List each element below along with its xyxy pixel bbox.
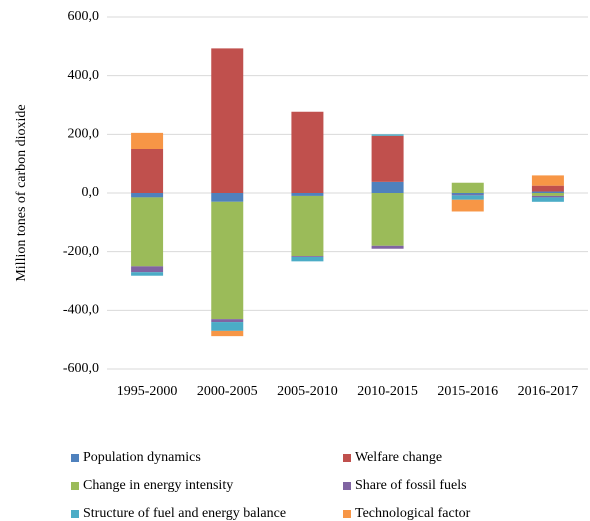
bar-segment <box>211 330 244 337</box>
legend-swatch <box>71 510 79 518</box>
bar-segment <box>371 193 404 246</box>
y-tick-label: -600,0 <box>63 361 99 376</box>
bar-segment <box>291 195 324 257</box>
bar-segment <box>451 194 484 196</box>
legend-label: Change in energy intensity <box>83 478 233 493</box>
y-axis-label: Million tones of carbon dioxide <box>14 104 29 281</box>
bar-segment <box>291 256 324 257</box>
bar-segment <box>451 199 484 212</box>
bar-segment <box>211 322 244 331</box>
y-tick-label: 400,0 <box>68 68 100 83</box>
bar-segment <box>131 149 164 193</box>
bar-segment <box>211 193 244 202</box>
legend-swatch <box>71 454 79 462</box>
x-tick-label: 1995-2000 <box>117 384 178 399</box>
y-tick-label: 200,0 <box>68 127 100 142</box>
legend-label: Share of fossil fuels <box>355 478 467 493</box>
y-tick-label: 0,0 <box>82 185 100 200</box>
bar-segment <box>531 191 564 193</box>
bar-segment <box>371 134 404 136</box>
x-tick-label: 2016-2017 <box>518 384 579 399</box>
bar-segment <box>531 175 564 186</box>
bar-segment <box>131 272 164 276</box>
legend-label: Technological factor <box>355 506 471 521</box>
bar-segment <box>531 185 564 192</box>
bar-segment <box>131 193 164 198</box>
bar-segment <box>211 201 244 320</box>
x-tick-label: 2005-2010 <box>277 384 338 399</box>
bar-segment <box>211 48 244 194</box>
bar-segment <box>371 181 404 193</box>
x-tick-label: 2000-2005 <box>197 384 258 399</box>
bar-segment <box>371 245 404 249</box>
legend-swatch <box>343 510 351 518</box>
bar-segment <box>291 256 324 262</box>
bar-segment <box>131 266 164 273</box>
y-tick-label: 600,0 <box>68 9 100 24</box>
legend-label: Structure of fuel and energy balance <box>83 506 286 521</box>
bar-segment <box>531 197 564 202</box>
bar-segment <box>451 195 484 200</box>
legend-label: Welfare change <box>355 450 442 465</box>
legend-swatch <box>71 482 79 490</box>
bar-segment <box>131 197 164 267</box>
bar-segment <box>531 195 564 198</box>
bar-segment <box>131 132 164 149</box>
bar-segment <box>451 193 484 195</box>
x-tick-label: 2010-2015 <box>357 384 418 399</box>
bar-segment <box>531 193 564 196</box>
y-tick-label: -200,0 <box>63 244 99 259</box>
bar-segment <box>371 135 404 182</box>
legend-swatch <box>343 482 351 490</box>
x-tick-label: 2015-2016 <box>437 384 498 399</box>
bar-segment <box>291 111 324 193</box>
bar-segment <box>451 182 484 193</box>
bar-segment <box>211 319 244 323</box>
legend-swatch <box>343 454 351 462</box>
bar-segment <box>291 193 324 196</box>
y-tick-label: -400,0 <box>63 303 99 318</box>
legend-label: Population dynamics <box>83 450 201 465</box>
